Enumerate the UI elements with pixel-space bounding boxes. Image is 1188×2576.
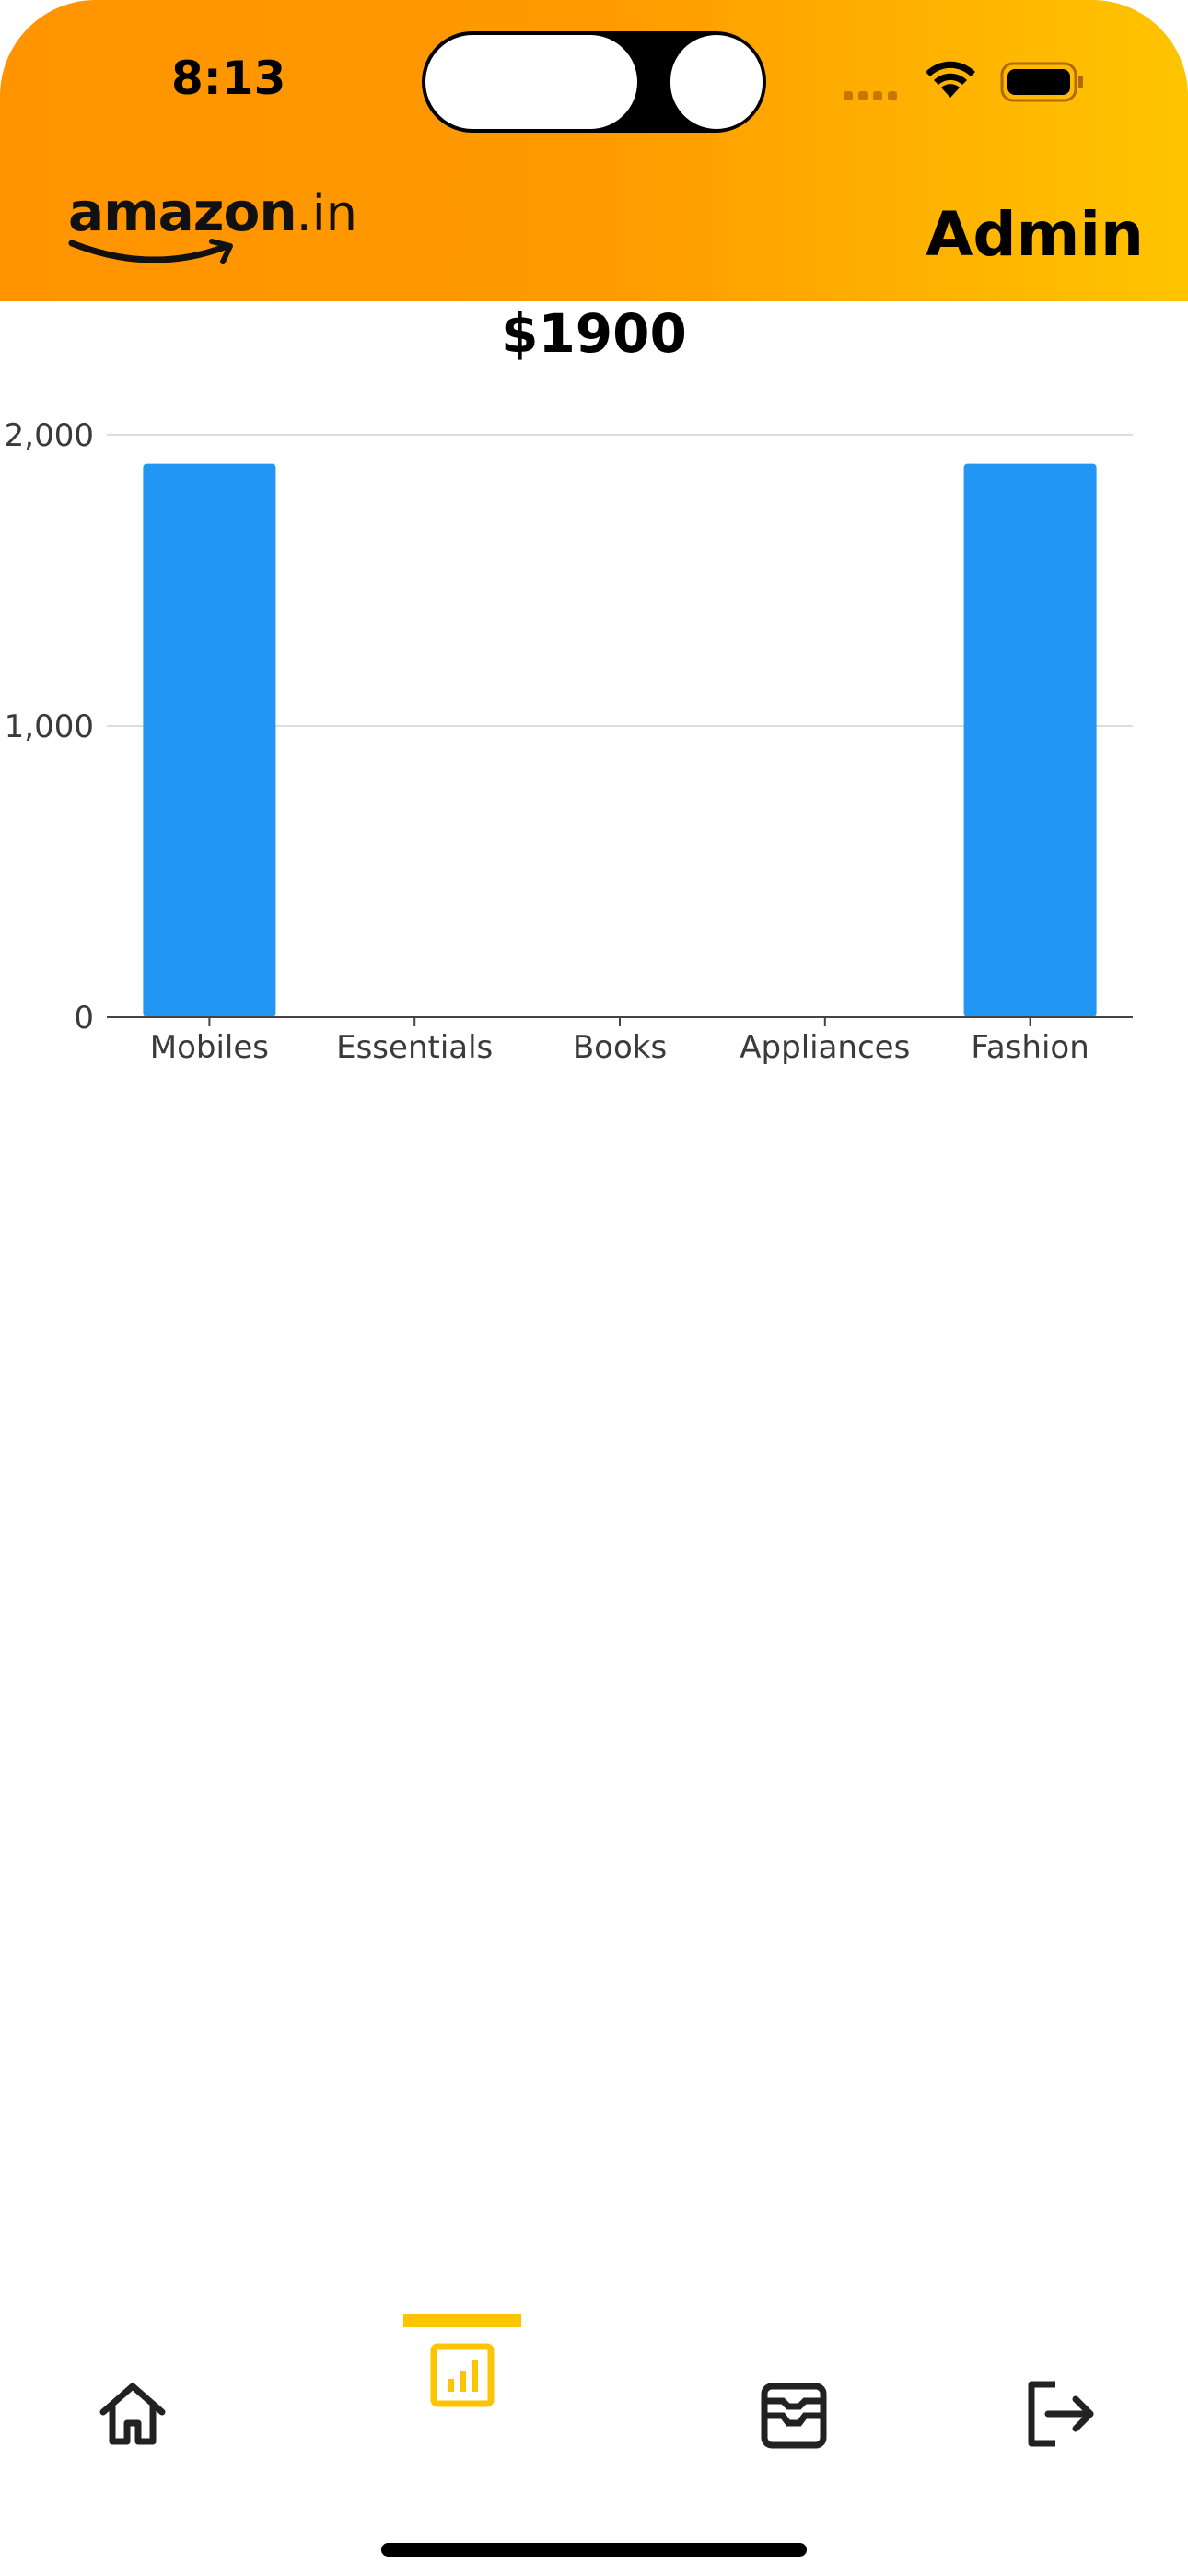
total-earnings: $1900 bbox=[501, 302, 687, 365]
analytics-icon bbox=[430, 2343, 495, 2407]
smile-arrow-icon bbox=[68, 239, 233, 264]
nav-home-button[interactable] bbox=[68, 2314, 197, 2453]
admin-title: Admin bbox=[926, 199, 1144, 270]
status-time: 8:13 bbox=[171, 52, 286, 105]
x-tick-label: Fashion bbox=[971, 1029, 1089, 1066]
nav-orders-button[interactable] bbox=[726, 2314, 855, 2453]
x-tick-label: Appliances bbox=[740, 1029, 910, 1066]
bar-fashion bbox=[963, 463, 1097, 1018]
bottom-navigation-bar bbox=[0, 2294, 1188, 2576]
app-header: 8:13 amazon.in Admin bbox=[0, 0, 1188, 301]
x-tick-label: Essentials bbox=[336, 1029, 493, 1066]
home-icon bbox=[99, 2383, 166, 2445]
x-tick-label: Mobiles bbox=[150, 1029, 269, 1066]
wifi-icon bbox=[926, 61, 975, 98]
y-tick-label: 2,000 bbox=[5, 417, 94, 454]
dynamic-island bbox=[422, 31, 766, 133]
amazon-logo: amazon.in bbox=[68, 181, 357, 264]
y-tick-label: 0 bbox=[74, 1000, 94, 1036]
nav-analytics-button[interactable] bbox=[403, 2314, 532, 2453]
logout-icon bbox=[1028, 2381, 1094, 2447]
bar-mobiles bbox=[143, 463, 276, 1018]
battery-icon bbox=[1000, 62, 1083, 102]
nav-logout-button[interactable] bbox=[995, 2314, 1124, 2453]
signal-icon bbox=[844, 87, 903, 104]
home-indicator bbox=[381, 2543, 807, 2557]
y-tick-label: 1,000 bbox=[5, 708, 94, 745]
active-tab-indicator bbox=[403, 2314, 521, 2327]
orders-inbox-icon bbox=[761, 2383, 827, 2449]
x-tick-label: Books bbox=[573, 1029, 667, 1066]
category-sales-chart: 0 1,000 2,000 Mobiles Essentials Books Applia… bbox=[5, 417, 1133, 1066]
